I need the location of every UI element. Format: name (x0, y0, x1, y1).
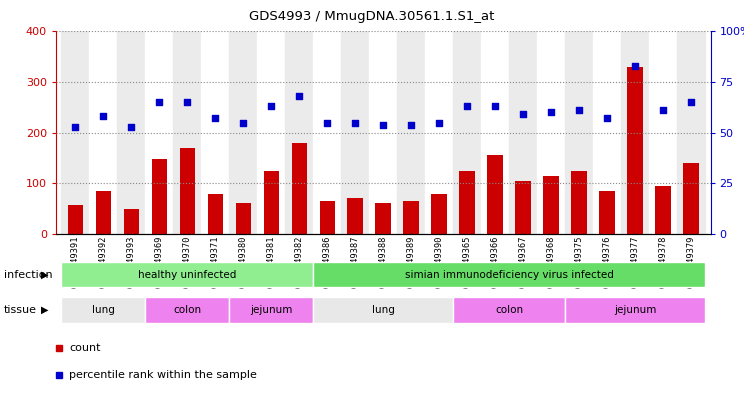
Bar (145, 31, 173, 234)
Bar (481, 31, 509, 234)
Bar (257, 31, 285, 234)
Bar (313, 298, 453, 323)
Point (601, 115, 613, 121)
Bar (677, 31, 705, 234)
Text: infection: infection (4, 270, 52, 280)
Bar (313, 31, 341, 234)
Bar (397, 31, 425, 234)
Bar (543, 176, 559, 234)
Text: percentile rank within the sample: percentile rank within the sample (69, 370, 257, 380)
Bar (319, 201, 335, 234)
Point (126, 123, 138, 130)
Point (657, 107, 669, 114)
Bar (208, 195, 223, 234)
Bar (565, 298, 705, 323)
Text: count: count (69, 343, 100, 353)
Text: lung: lung (372, 305, 394, 315)
Bar (347, 198, 363, 234)
Point (377, 121, 389, 128)
Text: tissue: tissue (4, 305, 36, 315)
Bar (376, 204, 391, 234)
Text: lung: lung (92, 305, 115, 315)
Bar (152, 159, 167, 234)
Bar (621, 31, 649, 234)
Bar (236, 204, 251, 234)
Bar (173, 31, 202, 234)
Point (266, 103, 278, 110)
Point (97, 113, 109, 119)
Bar (229, 298, 313, 323)
Bar (96, 191, 111, 234)
Bar (341, 31, 369, 234)
Point (237, 119, 249, 126)
Text: simian immunodeficiency virus infected: simian immunodeficiency virus infected (405, 270, 614, 280)
Bar (655, 186, 670, 234)
Point (405, 121, 417, 128)
Bar (118, 31, 145, 234)
Bar (487, 155, 503, 234)
Point (209, 115, 221, 121)
Bar (571, 171, 587, 234)
Point (461, 103, 473, 110)
Bar (565, 31, 593, 234)
Point (182, 99, 193, 105)
Text: colon: colon (495, 305, 523, 315)
Bar (683, 163, 699, 234)
Bar (285, 31, 313, 234)
Text: ▶: ▶ (41, 270, 48, 280)
Point (321, 119, 333, 126)
Text: healthy uninfected: healthy uninfected (138, 270, 237, 280)
Bar (313, 262, 705, 287)
Bar (432, 195, 447, 234)
Bar (369, 31, 397, 234)
Bar (425, 31, 453, 234)
Bar (179, 148, 195, 234)
Text: colon: colon (173, 305, 202, 315)
Point (685, 99, 697, 105)
Point (489, 103, 501, 110)
Bar (453, 298, 565, 323)
Bar (292, 143, 307, 234)
Bar (89, 31, 118, 234)
Bar (600, 191, 615, 234)
Text: jejunum: jejunum (614, 305, 656, 315)
Bar (459, 171, 475, 234)
Bar (68, 205, 83, 234)
Point (545, 109, 557, 116)
Text: jejunum: jejunum (250, 305, 292, 315)
Bar (145, 298, 229, 323)
Bar (593, 31, 621, 234)
Text: GDS4993 / MmugDNA.30561.1.S1_at: GDS4993 / MmugDNA.30561.1.S1_at (249, 10, 495, 23)
Bar (516, 181, 530, 234)
Point (69, 123, 81, 130)
Bar (62, 262, 313, 287)
Bar (403, 201, 419, 234)
Bar (62, 31, 89, 234)
Bar (649, 31, 677, 234)
Bar (202, 31, 229, 234)
Point (153, 99, 165, 105)
Point (517, 111, 529, 118)
Bar (453, 31, 481, 234)
Bar (509, 31, 537, 234)
Bar (62, 298, 145, 323)
Point (433, 119, 445, 126)
Point (629, 63, 641, 69)
Text: ▶: ▶ (41, 305, 48, 315)
Bar (124, 209, 139, 234)
Bar (229, 31, 257, 234)
Point (293, 93, 305, 99)
Point (349, 119, 361, 126)
Bar (627, 67, 643, 234)
Bar (263, 171, 279, 234)
Bar (537, 31, 565, 234)
Point (573, 107, 585, 114)
